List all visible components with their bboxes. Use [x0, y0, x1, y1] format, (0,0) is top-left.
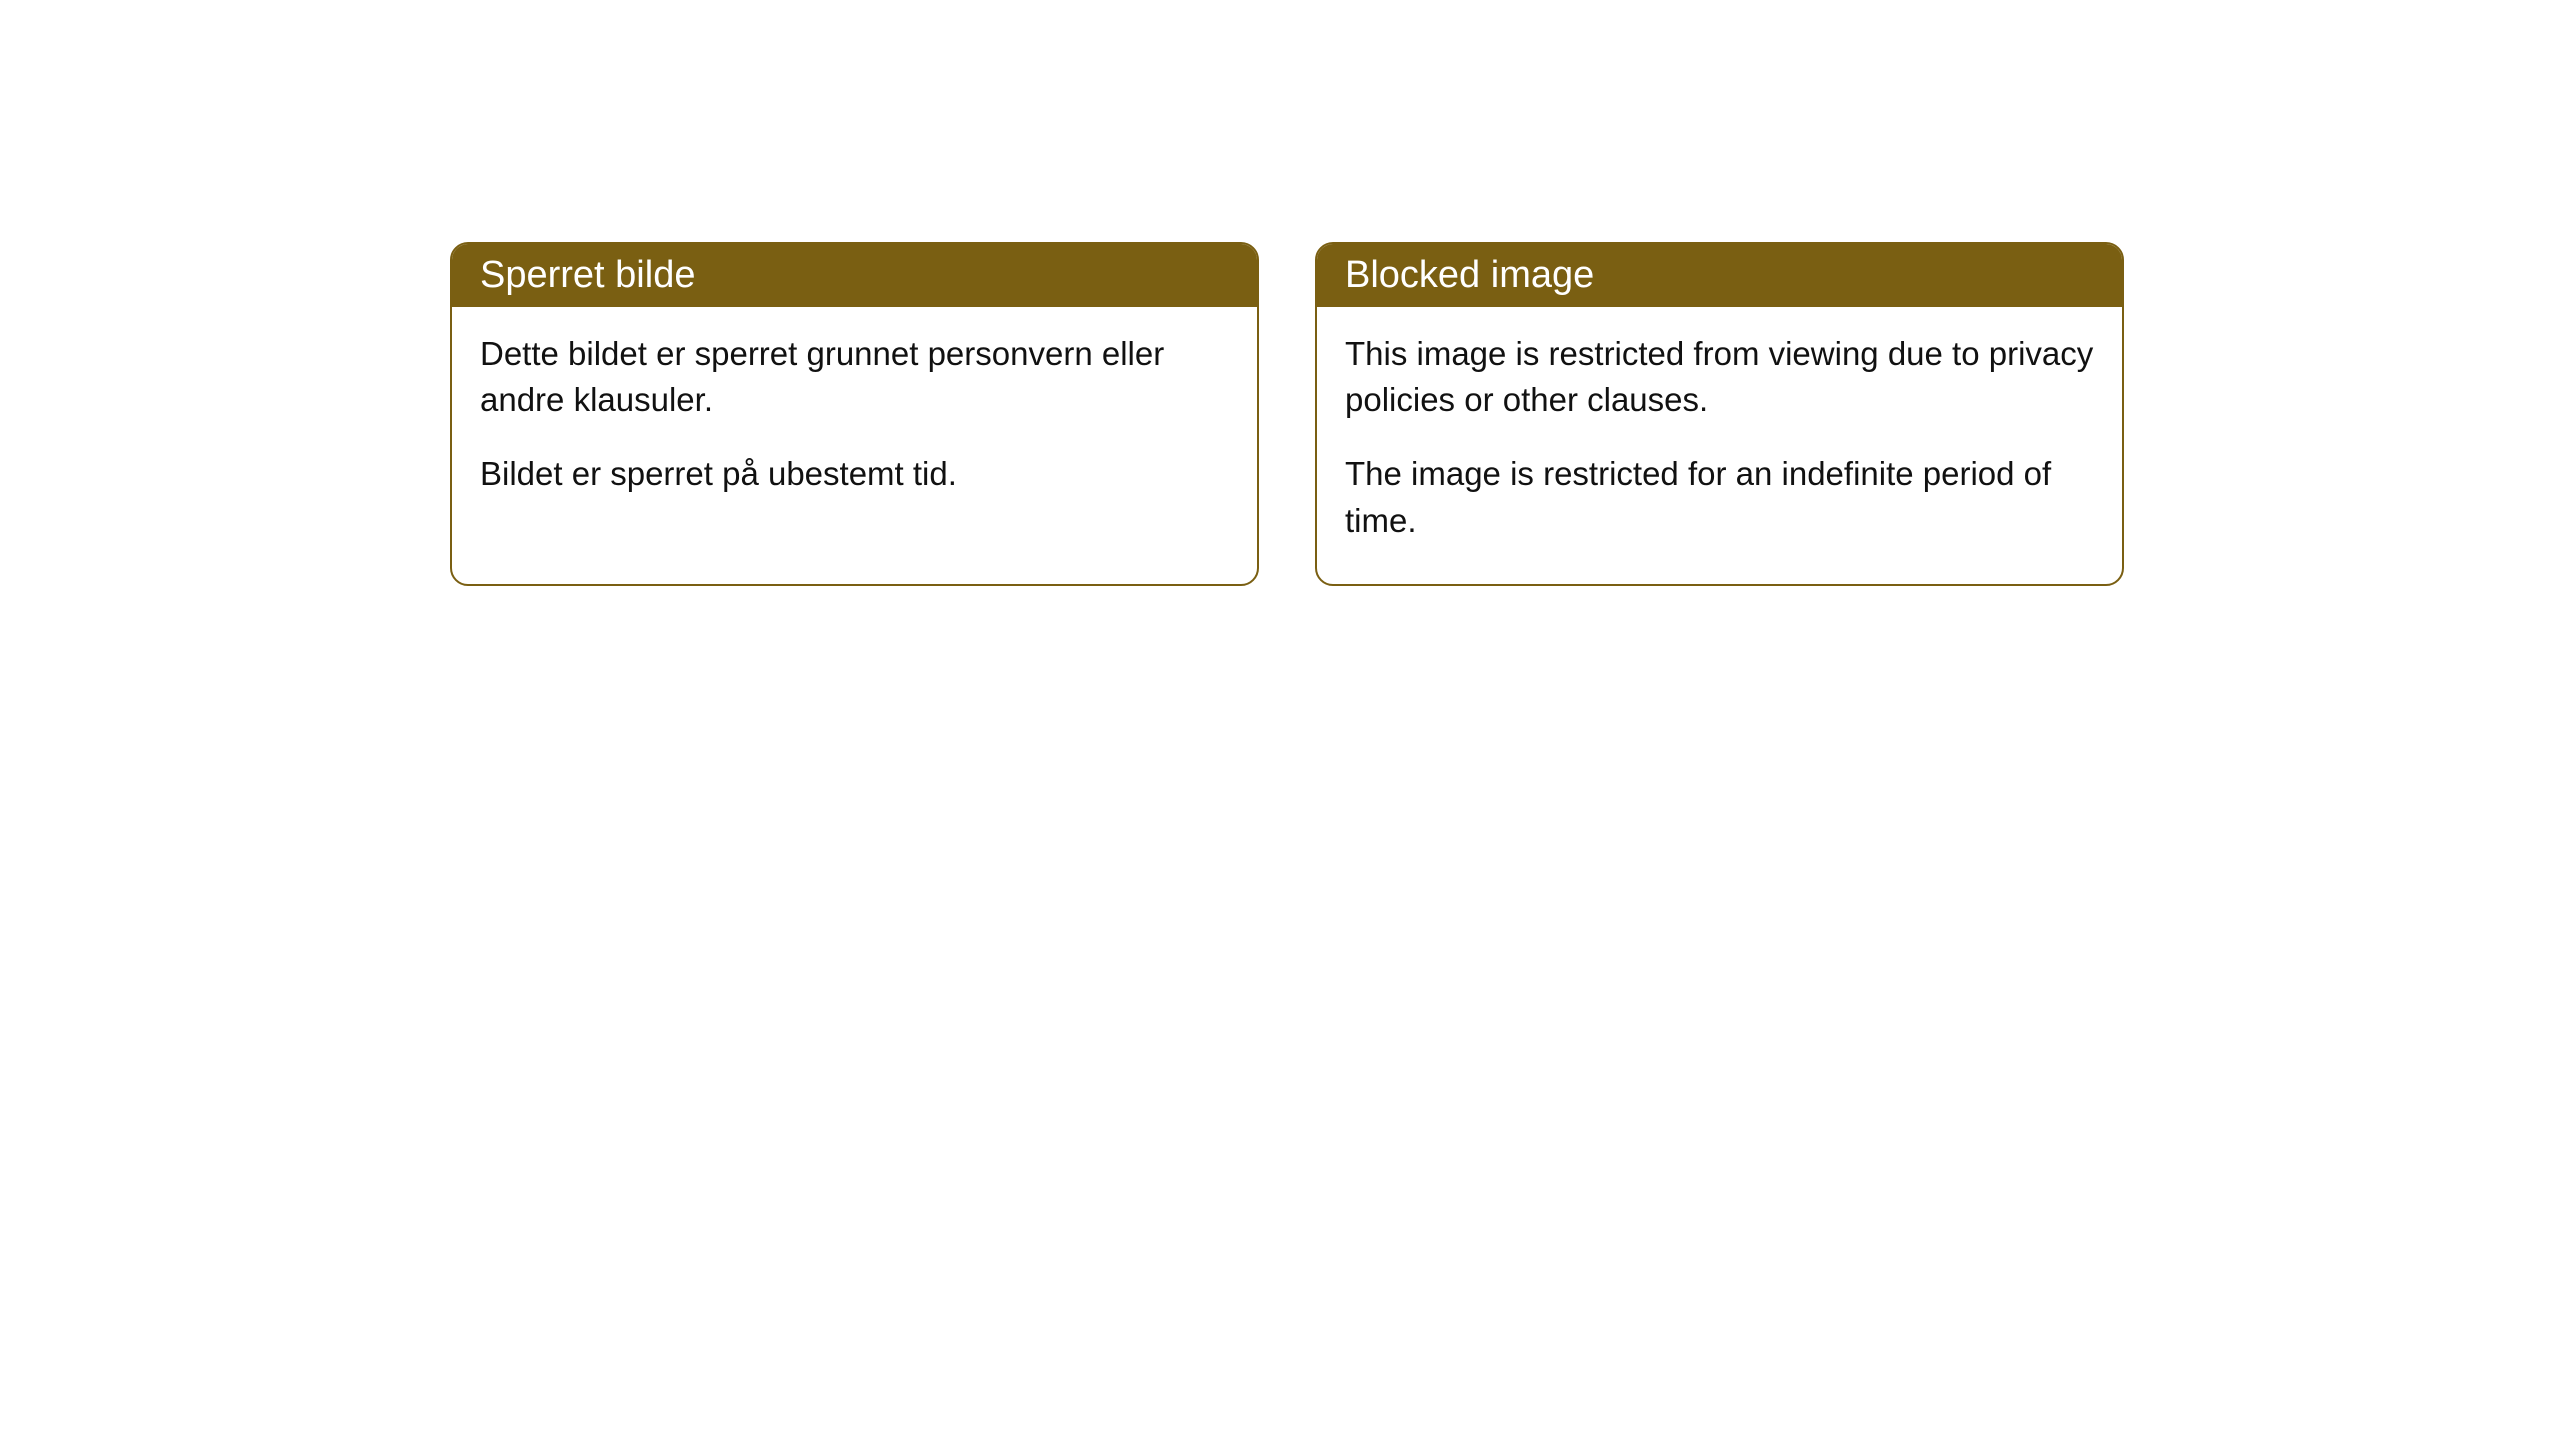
- card-paragraph: This image is restricted from viewing du…: [1345, 331, 2094, 423]
- card-title: Blocked image: [1345, 254, 1594, 296]
- card-body-english: This image is restricted from viewing du…: [1317, 307, 2122, 584]
- card-paragraph: Dette bildet er sperret grunnet personve…: [480, 331, 1229, 423]
- card-body-norwegian: Dette bildet er sperret grunnet personve…: [452, 307, 1257, 538]
- cards-container: Sperret bilde Dette bildet er sperret gr…: [450, 242, 2124, 586]
- card-paragraph: Bildet er sperret på ubestemt tid.: [480, 451, 1229, 497]
- card-header-english: Blocked image: [1317, 244, 2122, 307]
- card-title: Sperret bilde: [480, 254, 695, 296]
- card-norwegian: Sperret bilde Dette bildet er sperret gr…: [450, 242, 1259, 586]
- card-english: Blocked image This image is restricted f…: [1315, 242, 2124, 586]
- card-header-norwegian: Sperret bilde: [452, 244, 1257, 307]
- card-paragraph: The image is restricted for an indefinit…: [1345, 451, 2094, 543]
